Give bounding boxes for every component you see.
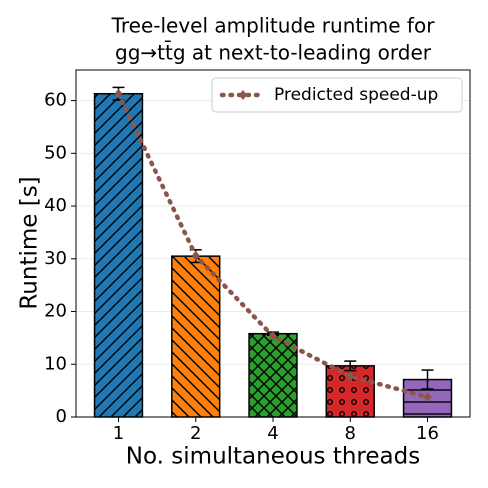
x-tick-label: 16 (416, 423, 439, 444)
y-tick-label: 40 (44, 195, 67, 216)
bar (93, 92, 144, 418)
plot-frame (75, 69, 471, 418)
line-marker (114, 88, 123, 99)
y-tick-label: 20 (44, 301, 67, 322)
y-tick-label: 0 (56, 406, 67, 427)
y-tick-label: 50 (44, 142, 67, 163)
line-marker (346, 371, 355, 382)
chart-title: Tree-level amplitude runtime for (111, 14, 436, 38)
line-marker (269, 331, 277, 342)
x-tick-label: 8 (345, 423, 356, 444)
y-tick-label: 60 (44, 90, 67, 111)
bar (248, 332, 298, 418)
legend-marker (239, 90, 247, 100)
x-axis-label: No. simultaneous threads (126, 444, 420, 470)
legend-label: Predicted speed-up (274, 85, 438, 105)
line-marker (423, 391, 432, 402)
x-tick-label: 4 (267, 423, 278, 444)
y-tick-label: 10 (44, 353, 67, 374)
y-tick-label: 30 (44, 248, 67, 269)
y-axis-label: Runtime [s] (17, 176, 43, 309)
legend-box (211, 77, 463, 113)
x-tick-label: 2 (190, 423, 201, 444)
line-marker (191, 250, 200, 261)
bar (171, 255, 221, 418)
x-tick-label: 1 (113, 423, 124, 444)
chart-title: gg→tt̄g at next-to-leading order (115, 40, 432, 65)
